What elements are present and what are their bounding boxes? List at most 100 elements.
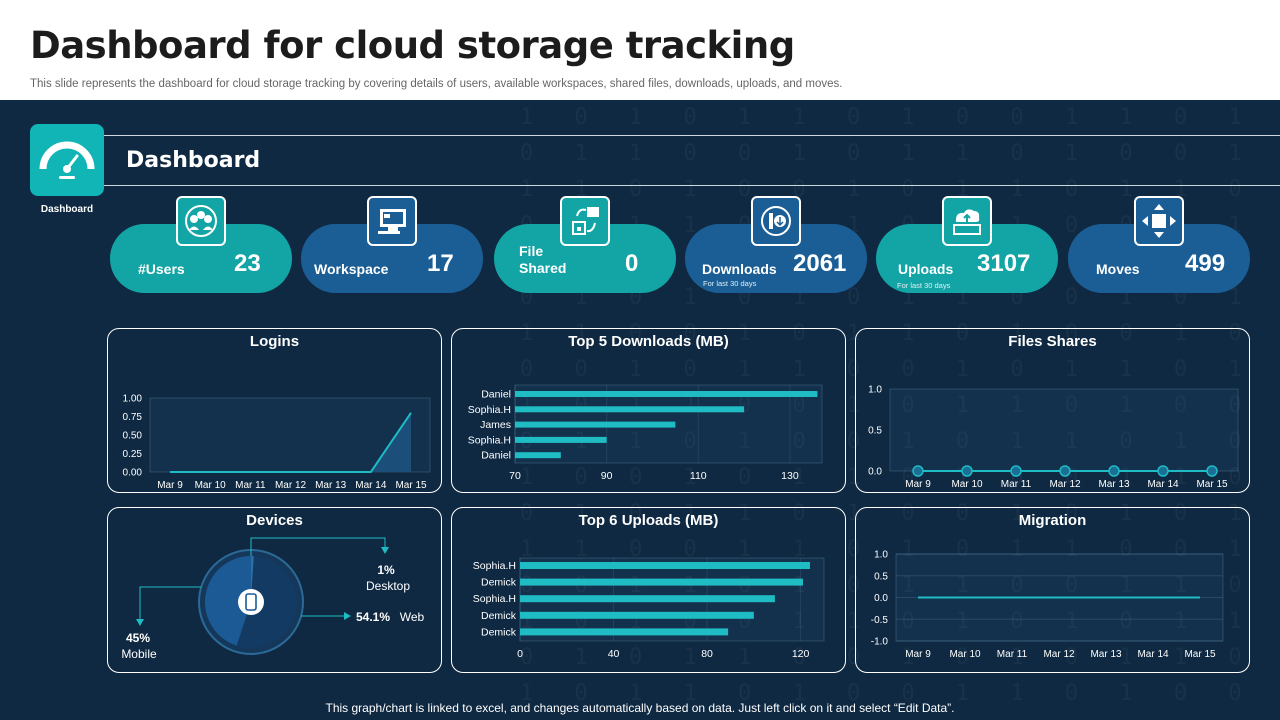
x-tick-label: Mar 15 [1196, 479, 1228, 490]
data-point [1206, 465, 1218, 477]
y-tick-label: 0.0 [868, 467, 882, 478]
x-tick-label: 80 [701, 648, 713, 660]
data-point [1108, 465, 1120, 477]
leader-arrow [381, 547, 389, 554]
x-tick-label: Mar 11 [997, 649, 1028, 660]
x-tick-label: 110 [690, 470, 707, 482]
kpi-label: Moves [1096, 261, 1140, 277]
series-line [170, 412, 412, 473]
download-icon [751, 196, 801, 246]
category-label: Sophia.H [468, 404, 511, 416]
data-point [1010, 465, 1022, 477]
uploads-card: Top 6 Uploads (MB) 0 40 80 120 Sophia.H Demic… [451, 507, 846, 673]
slice-pct-label: 1% [377, 563, 395, 577]
x-tick-label: Mar 10 [951, 479, 983, 490]
devices-card: Devices 1% Desktop 54.1% Web 45% Mobile [107, 507, 442, 673]
slice-name-label: Web [400, 610, 425, 624]
page-subtitle: This slide represents the dashboard for … [30, 78, 843, 90]
kpi-value: 499 [1185, 250, 1226, 277]
bar [520, 611, 754, 619]
file-share-icon [560, 196, 610, 246]
x-tick-label: Mar 12 [275, 480, 307, 491]
logins-chart: 1.00 0.75 0.50 0.25 0.00 Mar 9 Mar 10 Mar 11 Mar… [123, 394, 431, 491]
y-tick-label: 0.25 [123, 449, 143, 460]
x-tick-label: 0 [517, 648, 523, 660]
x-tick-label: 120 [792, 648, 810, 660]
x-tick-label: Mar 14 [355, 480, 387, 491]
category-label: Daniel [481, 389, 511, 401]
bar [515, 421, 676, 428]
bar [515, 391, 818, 397]
y-tick-label: 1.00 [123, 394, 143, 405]
downloads-chart: 70 90 110 130 Daniel Sophia.H James Sophia.H Dan… [468, 384, 823, 482]
kpi-label: File Shared [519, 243, 567, 276]
files-shares-card: Files Shares 1.0 0.5 0.0 Mar 9 Mar 10 Mar 11 M… [855, 328, 1250, 493]
logins-card: Logins 1.00 0.75 0.50 0.25 0.00 Mar 9 Mar 10 Ma… [107, 328, 442, 493]
x-tick-label: Mar 10 [195, 480, 227, 491]
data-point [961, 465, 973, 477]
x-tick-label: Mar 13 [1090, 649, 1122, 660]
kpi-note: For last 30 days [897, 281, 951, 290]
category-label: Daniel [481, 450, 511, 462]
x-tick-label: Mar 10 [949, 649, 981, 660]
chart-title: Files Shares [1008, 333, 1097, 350]
y-tick-label: 1.0 [868, 385, 882, 396]
kpi-value: 17 [427, 250, 454, 277]
x-tick-label: Mar 12 [1049, 479, 1081, 490]
leader-arrow [344, 612, 351, 620]
chart-title: Top 5 Downloads (MB) [568, 333, 729, 350]
y-tick-label: 0.50 [123, 431, 143, 442]
kpi-value: 0 [625, 250, 639, 277]
bar [520, 578, 803, 586]
chart-title: Devices [246, 512, 303, 529]
x-tick-label: Mar 11 [235, 480, 266, 491]
x-tick-label: 90 [601, 470, 613, 482]
category-label: Demick [481, 626, 517, 638]
x-tick-label: 130 [781, 470, 799, 482]
kpi-users[interactable]: #Users 23 [110, 224, 292, 293]
data-point [1157, 465, 1169, 477]
leader-line [250, 537, 386, 556]
phone-icon [245, 593, 257, 611]
move-arrows-icon [1134, 196, 1184, 246]
plot-area [889, 388, 1239, 472]
leader-line [139, 586, 201, 620]
pie-slice [205, 556, 251, 646]
area-fill [170, 412, 411, 472]
x-tick-label: Mar 9 [157, 480, 183, 491]
page-title: Dashboard for cloud storage tracking [30, 24, 795, 67]
monitor-icon [367, 196, 417, 246]
y-tick-label: 0.75 [123, 412, 143, 423]
x-tick-label: Mar 15 [1184, 649, 1216, 660]
y-tick-label: 0.5 [868, 426, 882, 437]
chart-title: Top 6 Uploads (MB) [578, 512, 719, 529]
data-point [912, 465, 924, 477]
kpi-note: For last 30 days [703, 279, 757, 288]
kpi-label: Uploads [898, 261, 954, 277]
divider-top [104, 135, 1280, 136]
slice-pct-label: 45% [126, 631, 150, 645]
kpi-workspace[interactable]: Workspace 17 [301, 224, 483, 293]
users-icon [176, 196, 226, 246]
bar [520, 562, 810, 569]
category-label: James [480, 419, 511, 431]
y-tick-label: 0.5 [874, 571, 888, 582]
y-tick-label: -1.0 [871, 637, 889, 648]
category-label: Demick [481, 577, 517, 589]
slice-pct-label: 54.1% [356, 610, 390, 624]
x-tick-label: Mar 9 [905, 649, 931, 660]
bar [520, 628, 729, 636]
kpi-label: Downloads [702, 261, 777, 277]
bar [515, 436, 607, 443]
cloud-upload-icon [942, 196, 992, 246]
x-tick-label: Mar 12 [1043, 649, 1075, 660]
dashboard-icon-tile[interactable] [30, 124, 104, 196]
leader-arrow [136, 619, 144, 626]
x-tick-label: Mar 13 [1098, 479, 1130, 490]
y-tick-label: 0.0 [874, 593, 888, 604]
bar [515, 452, 561, 459]
y-tick-label: 0.00 [123, 468, 143, 479]
device-icon-bg [238, 589, 264, 615]
kpi-label: Workspace [314, 261, 389, 277]
category-label: Demick [481, 610, 517, 622]
